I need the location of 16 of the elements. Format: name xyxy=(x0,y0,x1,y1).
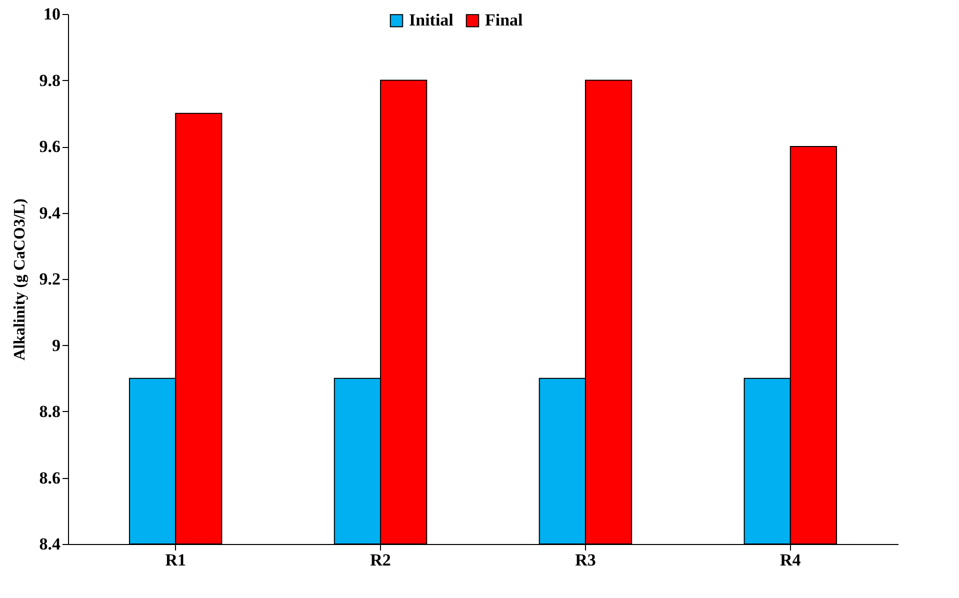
x-tick-label: R3 xyxy=(575,550,596,570)
y-tick-label: 8.4 xyxy=(39,534,61,554)
legend-label: Initial xyxy=(409,10,454,30)
y-tick-label: 9.6 xyxy=(39,137,60,156)
x-tick-label: R1 xyxy=(165,550,186,570)
y-tick-label: 9.4 xyxy=(39,203,61,222)
x-tick-label: R4 xyxy=(780,550,802,570)
y-tick-label: 8.8 xyxy=(39,402,60,421)
y-tick-label: 8.6 xyxy=(39,468,60,488)
x-tick-label: R2 xyxy=(370,550,391,570)
legend-label: Final xyxy=(485,10,524,30)
y-axis-title: Alkalinity (g CaCO3/L) xyxy=(11,198,28,360)
y-tick-label: 9 xyxy=(52,336,60,355)
y-tick-label: 10 xyxy=(44,4,60,24)
y-tick-label: 9.2 xyxy=(39,270,60,288)
y-tick-label: 9.8 xyxy=(39,70,60,90)
